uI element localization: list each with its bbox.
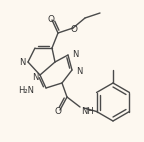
Text: O: O xyxy=(54,107,61,116)
Text: N: N xyxy=(32,73,38,82)
Text: N: N xyxy=(76,66,82,76)
Text: N: N xyxy=(72,50,78,59)
Text: N: N xyxy=(19,58,25,66)
Text: O: O xyxy=(48,14,54,23)
Text: O: O xyxy=(71,25,77,34)
Text: NH: NH xyxy=(81,107,94,116)
Text: H₂N: H₂N xyxy=(18,85,34,94)
